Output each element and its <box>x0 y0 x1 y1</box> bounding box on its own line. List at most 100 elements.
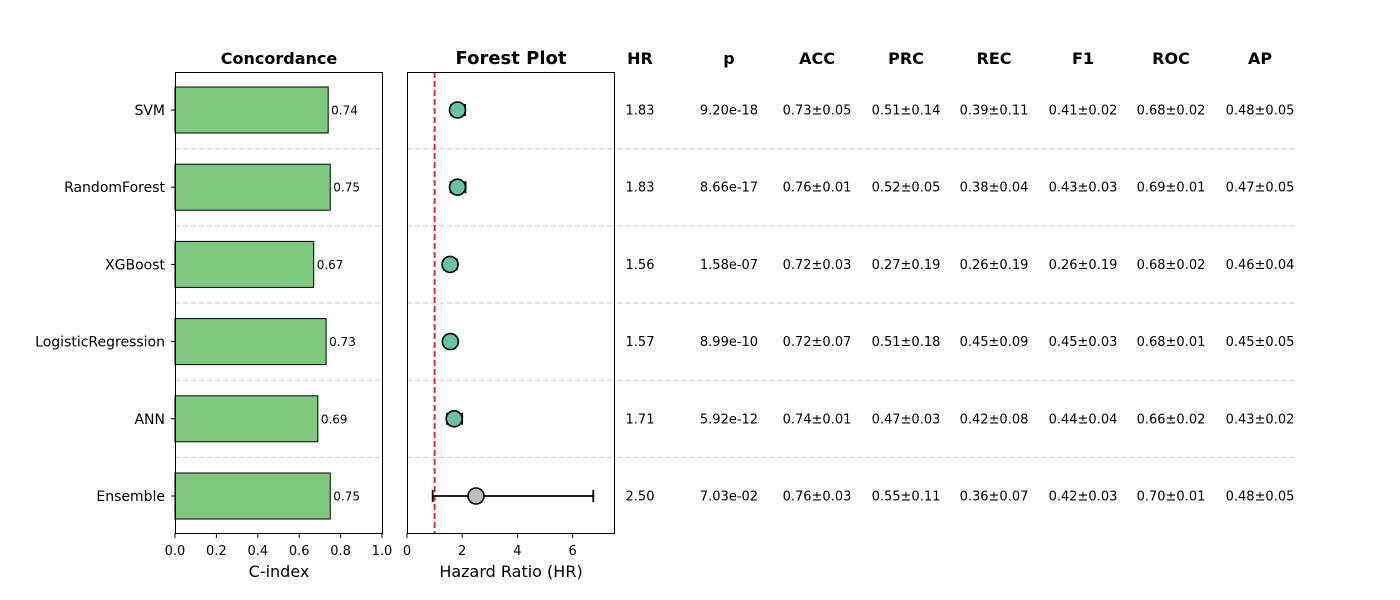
table-cell: 0.68±0.01 <box>1137 335 1206 350</box>
table-cell: 0.46±0.04 <box>1226 258 1295 273</box>
table-cell: 0.74±0.01 <box>783 412 852 427</box>
hazard-ratio-point <box>445 409 463 428</box>
table-cell: 0.47±0.03 <box>872 412 941 427</box>
concordance-bar <box>174 163 331 211</box>
forest-plot-panel: Forest Plot 0 2 4 6 Hazard Ratio (HR) <box>403 48 615 581</box>
forest-x-tick-label: 6 <box>568 544 576 559</box>
table-cell: 0.38±0.04 <box>960 181 1029 196</box>
table-cell: 0.41±0.02 <box>1049 104 1118 119</box>
table-cell: 0.43±0.03 <box>1049 181 1118 196</box>
table-column-header: HR <box>627 49 653 68</box>
table-cell: 1.83 <box>626 181 655 196</box>
table-cell: 0.47±0.05 <box>1226 181 1295 196</box>
concordance-y-tick-label: Ensemble <box>96 489 165 505</box>
table-cell: 0.45±0.03 <box>1049 335 1118 350</box>
table-column-header: p <box>723 49 734 68</box>
hazard-ratio-point <box>441 255 459 274</box>
table-cell: 0.45±0.09 <box>960 335 1029 350</box>
concordance-x-tick-label: 0.8 <box>330 544 351 559</box>
hazard-ratio-point <box>441 332 460 351</box>
table-cell: 0.42±0.08 <box>960 412 1029 427</box>
table-cell: 0.48±0.05 <box>1226 490 1295 505</box>
table-cell: 0.51±0.14 <box>872 104 941 119</box>
concordance-value-label: 0.75 <box>333 490 360 504</box>
concordance-gridlines <box>175 148 382 458</box>
forest-x-ticks: 0 2 4 6 <box>403 533 577 559</box>
concordance-bar <box>174 395 319 443</box>
concordance-x-label: C-index <box>249 562 310 581</box>
forest-axes-frame <box>407 72 615 534</box>
table-column-header: REC <box>977 49 1012 68</box>
table-cell: 8.99e-10 <box>700 335 758 350</box>
table-cell: 0.39±0.11 <box>960 104 1029 119</box>
table-cell: 7.03e-02 <box>700 490 758 505</box>
table-cell: 0.55±0.11 <box>872 490 941 505</box>
table-cell: 0.45±0.05 <box>1226 335 1295 350</box>
forest-plot-title: Forest Plot <box>456 48 567 69</box>
table-cell: 1.56 <box>626 258 655 273</box>
concordance-y-tick-label: ANN <box>134 412 165 428</box>
forest-x-tick-label: 2 <box>458 544 466 559</box>
table-cell: 0.73±0.05 <box>783 104 852 119</box>
table-cell: 0.69±0.01 <box>1137 181 1206 196</box>
concordance-bar <box>174 318 327 366</box>
concordance-bar <box>174 472 331 520</box>
table-cell: 0.76±0.03 <box>783 490 852 505</box>
hazard-ratio-point <box>448 178 467 196</box>
table-row: 2.50 7.03e-02 0.76±0.03 0.55±0.11 0.36±0.07 0… <box>626 490 1295 505</box>
table-cell: 0.36±0.07 <box>960 490 1029 505</box>
forest-x-tick-label: 4 <box>513 544 521 559</box>
table-cell: 0.72±0.03 <box>783 258 852 273</box>
table-cell: 1.57 <box>626 335 655 350</box>
table-cell: 0.26±0.19 <box>1049 258 1118 273</box>
table-cell: 9.20e-18 <box>700 104 758 119</box>
concordance-y-tick-label: RandomForest <box>64 180 165 196</box>
concordance-title: Concordance <box>221 49 338 68</box>
table-cell: 0.51±0.18 <box>872 335 941 350</box>
table-cell: 0.27±0.19 <box>872 258 941 273</box>
table-cell: 0.44±0.04 <box>1049 412 1118 427</box>
table-cell: 0.72±0.07 <box>783 335 852 350</box>
concordance-value-label: 0.67 <box>317 258 344 272</box>
concordance-bar <box>174 86 329 134</box>
table-row: 1.57 8.99e-10 0.72±0.07 0.51±0.18 0.45±0.09 0… <box>626 335 1295 350</box>
concordance-value-label: 0.74 <box>331 104 358 118</box>
concordance-value-label: 0.75 <box>333 181 360 195</box>
table-cell: 5.92e-12 <box>700 412 758 427</box>
table-cell: 0.66±0.02 <box>1137 412 1206 427</box>
table-cell: 0.68±0.02 <box>1137 104 1206 119</box>
table-row: 1.83 9.20e-18 0.73±0.05 0.51±0.14 0.39±0.11 0… <box>626 104 1295 119</box>
forest-x-label: Hazard Ratio (HR) <box>439 562 582 581</box>
table-row-separators <box>617 148 1296 458</box>
table-column-header: F1 <box>1072 49 1094 68</box>
table-body: 1.83 9.20e-18 0.73±0.05 0.51±0.14 0.39±0.11 0… <box>626 104 1295 505</box>
concordance-x-tick-label: 1.0 <box>372 544 393 559</box>
table-row: 1.71 5.92e-12 0.74±0.01 0.47±0.03 0.42±0.08 0… <box>626 412 1295 427</box>
table-cell: 0.68±0.02 <box>1137 258 1206 273</box>
forest-gridlines <box>407 148 614 458</box>
forest-marks <box>431 101 595 505</box>
table-column-header: ACC <box>799 49 835 68</box>
table-cell: 2.50 <box>626 490 655 505</box>
hazard-ratio-point <box>448 101 467 119</box>
table-cell: 0.70±0.01 <box>1137 490 1206 505</box>
concordance-bar <box>174 240 315 288</box>
table-cell: 1.83 <box>626 104 655 119</box>
concordance-y-tick-label: SVM <box>134 103 165 119</box>
table-header-row: HR p ACC PRC REC F1 ROC AP <box>627 49 1272 68</box>
concordance-x-ticks: 0.0 0.2 0.4 0.6 0.8 1.0 <box>165 533 393 559</box>
table-cell: 8.66e-17 <box>700 181 758 196</box>
metrics-table: HR p ACC PRC REC F1 ROC AP 1.83 9.20e-18 0.73±0.0… <box>617 49 1296 505</box>
table-cell: 0.26±0.19 <box>960 258 1029 273</box>
concordance-x-tick-label: 0.2 <box>206 544 227 559</box>
table-cell: 0.52±0.05 <box>872 181 941 196</box>
table-row: 1.83 8.66e-17 0.76±0.01 0.52±0.05 0.38±0.04 0… <box>626 181 1295 196</box>
concordance-value-label: 0.69 <box>321 412 348 426</box>
concordance-axes-frame <box>175 72 383 534</box>
table-cell: 0.42±0.03 <box>1049 490 1118 505</box>
table-column-header: PRC <box>888 49 924 68</box>
concordance-y-tick-label: XGBoost <box>105 257 165 273</box>
concordance-y-ticks: SVM RandomForest XGBoost LogisticRegression… <box>35 103 175 505</box>
hazard-ratio-point <box>467 487 485 505</box>
table-column-header: AP <box>1248 49 1272 68</box>
